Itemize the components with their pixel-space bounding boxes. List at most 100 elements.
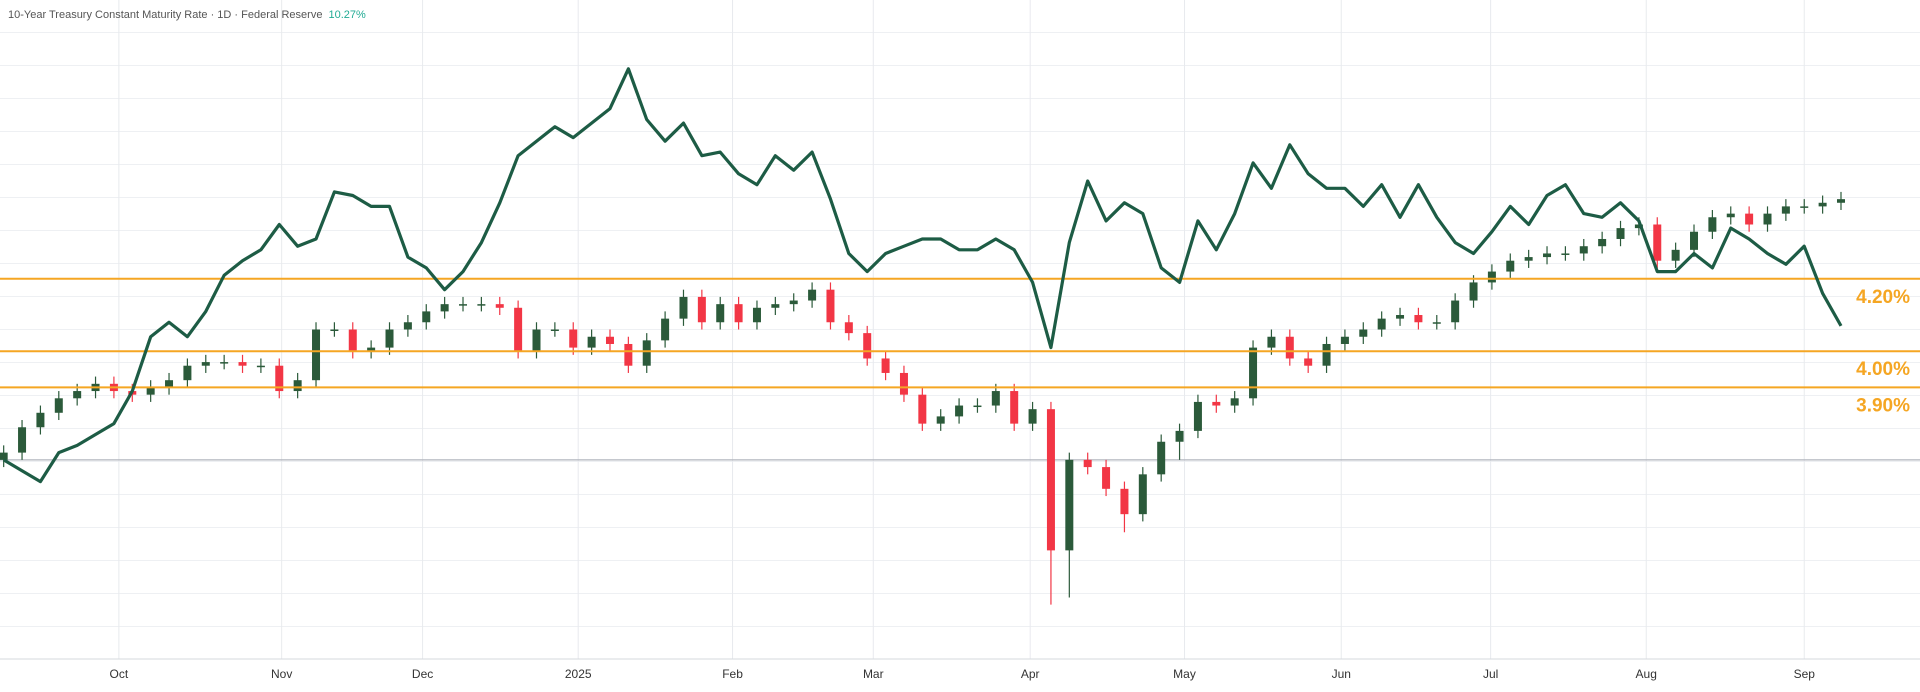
candle-body [1524,257,1533,261]
candle-body [661,318,670,341]
candle-body [1304,358,1313,366]
candle-body [1653,224,1662,261]
candle-body [1469,282,1478,301]
candle-body [220,362,229,364]
candle-body [716,304,725,323]
candle-body [532,329,541,352]
candle-body [348,329,357,352]
candle-body [54,398,63,413]
candle-body [1487,271,1496,283]
candle-body [165,380,174,388]
candle-body [1138,474,1147,515]
x-tick-label: Feb [722,667,743,681]
level-label: 4.00% [1856,359,1910,380]
candle-body [1396,315,1405,319]
candle-body [1506,260,1515,272]
candle-body [1708,217,1717,232]
candle-body [1010,391,1019,424]
candle-body [697,296,706,323]
candle-body [1065,459,1074,551]
chart-header: 10-Year Treasury Constant Maturity Rate … [8,9,366,21]
candle-body [1175,430,1184,442]
candle-body [440,304,449,312]
candle-body [146,387,155,395]
candle-body [73,391,82,399]
candle-body [1543,253,1552,258]
candle-body [201,362,210,366]
candle-body [36,412,45,428]
candle-body [863,333,872,359]
candle-body [605,336,614,344]
candle-body [1322,343,1331,366]
x-tick-label: Apr [1021,667,1040,681]
candle-body [459,304,468,306]
candle-body [1781,206,1790,214]
candle-body [569,329,578,348]
candle-body [0,452,8,460]
candle-body [789,300,798,305]
candle-body [734,304,743,323]
candle-body [1836,199,1845,203]
candle-body [1579,246,1588,254]
candle-body [1690,231,1699,250]
candle-body [385,329,394,348]
candle-body [1745,213,1754,225]
candle-body [1157,441,1166,475]
candle-body [330,329,339,331]
candle-body [587,336,596,348]
candle-body [1102,467,1111,489]
x-tick-label: Jul [1483,667,1498,681]
candle-body [183,365,192,381]
yield-line [2,67,1843,484]
candle-body [422,311,431,323]
candle-body [1726,213,1735,218]
candle-body [1285,336,1294,359]
candle-body [1193,401,1202,431]
candle-body [752,307,761,323]
candle-body [1634,224,1643,229]
candle-body [1359,329,1368,337]
candle-body [495,304,504,308]
candle-body [367,347,376,352]
x-tick-label: 2025 [565,667,592,681]
candle-body [1028,409,1037,424]
candle-body [293,380,302,392]
candle-body [973,405,982,408]
candle-body [899,372,908,395]
candle-body [550,329,559,331]
candle-body [1120,488,1129,515]
candle-body [238,362,247,366]
candle-body [955,405,964,417]
candle-body [1249,347,1258,399]
x-tick-label: Aug [1636,667,1657,681]
candle-body [1451,300,1460,323]
candle-body [1046,409,1055,551]
level-label: 3.90% [1856,395,1910,416]
candle-body [918,394,927,424]
x-tick-label: Oct [110,667,129,681]
candle-body [881,358,890,373]
candle-body [1432,322,1441,324]
candle-body [256,365,265,368]
candle-body [1212,401,1221,406]
candle-body [1598,238,1607,247]
x-tick-label: Dec [412,667,433,681]
candle-body [808,289,817,301]
candle-body [1267,336,1276,348]
candle-body [936,416,945,424]
x-tick-label: Mar [863,667,884,681]
candle-body [1818,202,1827,207]
x-tick-label: Nov [271,667,292,681]
candle-body [624,343,633,366]
candle-body [679,296,688,319]
candle-body [844,322,853,334]
candle-body [1561,253,1570,255]
level-label: 4.20% [1856,287,1910,308]
candle-body [312,329,321,381]
candle-body [1671,249,1680,261]
candle-body [642,340,651,366]
candle-body [1414,315,1423,323]
candle-body [1230,398,1239,406]
